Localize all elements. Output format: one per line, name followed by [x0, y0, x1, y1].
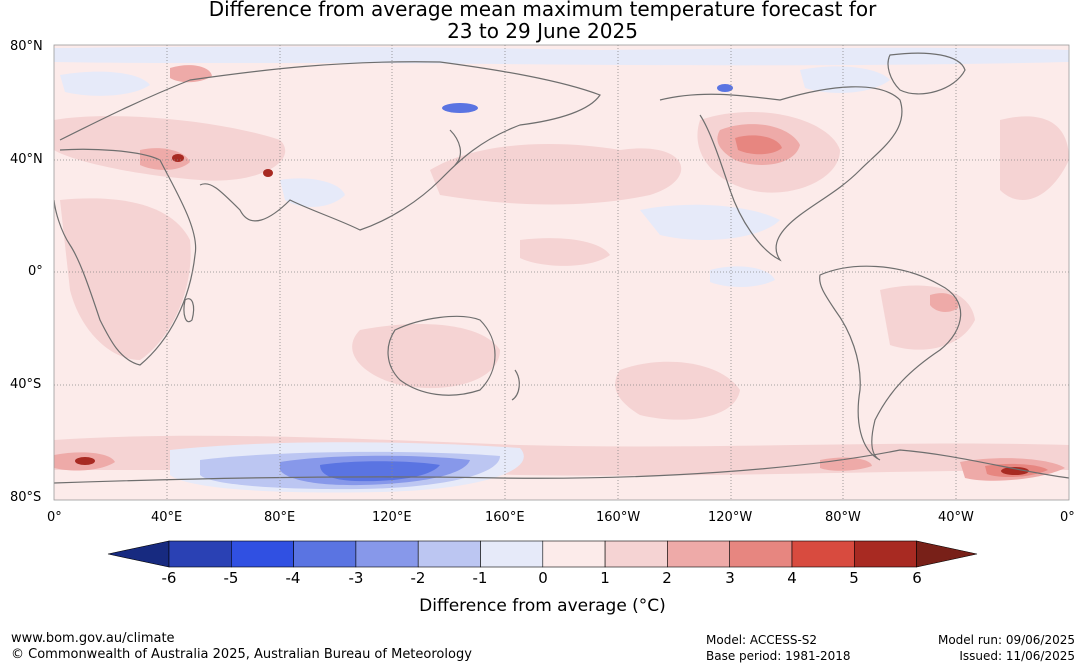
lon-label-160w: 160°W [596, 510, 641, 525]
anomaly-map [53, 44, 1070, 501]
anomaly-patch-africa-coast-core [75, 457, 95, 465]
colorbar-swatch [168, 540, 232, 568]
footer-issued: Issued: 11/06/2025 [959, 649, 1075, 663]
anomaly-patch-east-atlantic [1000, 116, 1069, 200]
coast-eurasia [59, 61, 601, 231]
colorbar-tick-label: 0 [538, 569, 548, 587]
colorbar-swatch [542, 540, 606, 568]
coast-greenland [887, 52, 966, 95]
anomaly-patch-north-pacific [430, 144, 682, 205]
anomaly-patch-himalaya-core [263, 169, 273, 177]
coast-south-america [819, 265, 962, 461]
colorbar-swatch [355, 540, 419, 568]
colorbar-swatch [480, 540, 544, 568]
lat-label-40s: 40°S [10, 377, 42, 392]
map-background [54, 45, 1069, 500]
colorbar-tick-label: 3 [725, 569, 735, 587]
lon-label-40w: 40°W [938, 510, 974, 525]
anomaly-patch-arctic-cool [54, 46, 1069, 66]
anomaly-patch-east-siberia-cool [442, 103, 478, 113]
anomaly-patch-subtropical-pacific-cool [640, 204, 780, 240]
anomaly-patch-antarctic-cool-core [320, 461, 440, 482]
coast-madagascar [183, 298, 195, 323]
colorbar-tick-label: 1 [600, 569, 610, 587]
colorbar-tick-label: 5 [849, 569, 859, 587]
footer-model-run: Model run: 09/06/2025 [937, 633, 1075, 647]
lon-label-160e: 160°E [485, 510, 525, 525]
anomaly-patch-australia [352, 324, 500, 389]
anomaly-patch-east-pacific-cool [710, 266, 775, 287]
colorbar-title: Difference from average (°C) [419, 596, 666, 616]
colorbar-tick-label: 2 [662, 569, 672, 587]
anomaly-patch-africa [60, 198, 191, 360]
lon-label-80w: 80°W [825, 510, 861, 525]
lat-label-80n: 80°N [10, 39, 43, 54]
colorbar-tick-label: 4 [787, 569, 797, 587]
colorbar-tick-label: -6 [161, 569, 177, 587]
lat-label-40n: 40°N [10, 152, 43, 167]
colorbar-swatch [791, 540, 855, 568]
anomaly-patch-tibet-cool [280, 178, 345, 207]
anomaly-patch-europe [54, 116, 286, 181]
lon-label-0-left: 0° [47, 510, 62, 525]
colorbar-swatch [231, 540, 294, 568]
colorbar-swatch [729, 540, 793, 568]
coast-antarctica [54, 449, 1069, 484]
colorbar-tick-label: -4 [285, 569, 301, 587]
anomaly-patch-caspian-core [172, 154, 184, 162]
coast-australia [387, 315, 496, 396]
anomaly-patch-brazil [930, 293, 959, 312]
lon-label-120e: 120°E [372, 510, 412, 525]
footer-website: www.bom.gov.au/climate [11, 631, 175, 646]
colorbar-swatch [293, 540, 357, 568]
coast-north-america [659, 86, 903, 262]
colorbar-swatch [417, 540, 481, 568]
anomaly-patch-hudson-cool [717, 84, 733, 92]
footer-model: Model: ACCESS-S2 [706, 633, 818, 647]
lon-label-0-right: 0° [1060, 510, 1075, 525]
lon-label-80e: 80°E [264, 510, 296, 525]
colorbar-tick-label: -3 [348, 569, 364, 587]
anomaly-patch-east-pacific [520, 238, 610, 266]
colorbar-extend-low [107, 540, 170, 568]
colorbar-tick-label: 6 [912, 569, 922, 587]
colorbar-swatch [853, 540, 917, 568]
lat-label-equator: 0° [28, 264, 43, 279]
map-title-line-1: Difference from average mean maximum tem… [208, 0, 877, 21]
footer-base-period: Base period: 1981-2018 [706, 649, 851, 663]
anomaly-patch-antarctic-coast-core [1001, 467, 1029, 475]
colorbar-swatch [604, 540, 668, 568]
colorbar-tick-label: -2 [410, 569, 426, 587]
colorbar-tick-label: -5 [223, 569, 239, 587]
lon-label-120w: 120°W [708, 510, 753, 525]
lat-label-80s: 80°S [10, 490, 42, 505]
coast-japan [449, 129, 462, 166]
map-title-line-2: 23 to 29 June 2025 [447, 19, 638, 43]
footer-copyright: © Commonwealth of Australia 2025, Austra… [11, 647, 472, 662]
colorbar-tick-label: -1 [472, 569, 488, 587]
coast-new-zealand [511, 369, 520, 401]
anomaly-fields [54, 46, 1069, 493]
anomaly-patch-central-asia [140, 148, 190, 170]
anomaly-patch-siberia-cool [60, 71, 150, 96]
graticule [54, 45, 1069, 500]
anomaly-patch-western-us-core [735, 135, 782, 155]
anomaly-patch-south-pacific [615, 361, 740, 420]
anomaly-patch-canada-cool [800, 66, 890, 93]
colorbar-swatch [667, 540, 731, 568]
lon-label-40e: 40°E [151, 510, 183, 525]
colorbar-extend-high [916, 540, 978, 568]
map-frame [53, 44, 1070, 501]
